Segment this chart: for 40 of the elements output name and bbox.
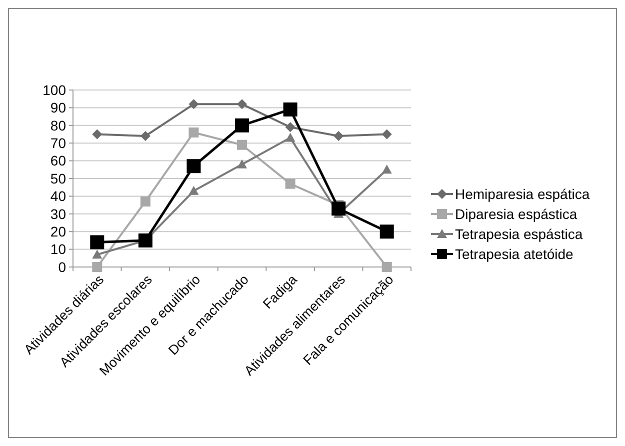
y-tick-label: 100: [42, 82, 66, 98]
point: [237, 140, 247, 150]
point: [285, 178, 296, 189]
y-tick-label: 80: [50, 117, 66, 134]
point: [285, 132, 296, 142]
point: [188, 99, 199, 110]
y-tick-label: 90: [50, 100, 66, 116]
point: [186, 159, 201, 174]
y-tick-label: 30: [50, 206, 66, 222]
point: [382, 129, 392, 140]
point: [237, 99, 247, 110]
point: [235, 118, 249, 132]
y-tick-label: 20: [50, 224, 66, 240]
legend-label: Diparesia espástica: [455, 206, 578, 222]
point: [90, 235, 104, 250]
point: [92, 250, 102, 259]
point: [283, 102, 298, 116]
legend-label: Tetrapesia espástica: [455, 226, 583, 242]
point: [237, 159, 247, 168]
point: [92, 262, 102, 272]
point: [188, 127, 199, 138]
legend-label: Hemiparesia espática: [455, 186, 590, 202]
legend-label: Tetrapesia atetóide: [455, 246, 574, 262]
point: [332, 202, 346, 216]
point: [334, 131, 344, 142]
point: [382, 262, 392, 272]
point: [140, 196, 150, 207]
y-tick-label: 40: [50, 188, 66, 204]
y-tick-label: 50: [50, 170, 66, 186]
point: [140, 131, 150, 142]
y-tick-label: 60: [50, 152, 66, 169]
point: [138, 233, 152, 248]
point: [382, 164, 392, 174]
y-tick-label: 70: [50, 135, 66, 151]
point: [92, 129, 102, 140]
point: [188, 186, 199, 195]
y-tick-label: 0: [58, 258, 66, 275]
point: [285, 122, 296, 132]
point: [380, 224, 394, 239]
y-tick-label: 10: [50, 241, 66, 258]
